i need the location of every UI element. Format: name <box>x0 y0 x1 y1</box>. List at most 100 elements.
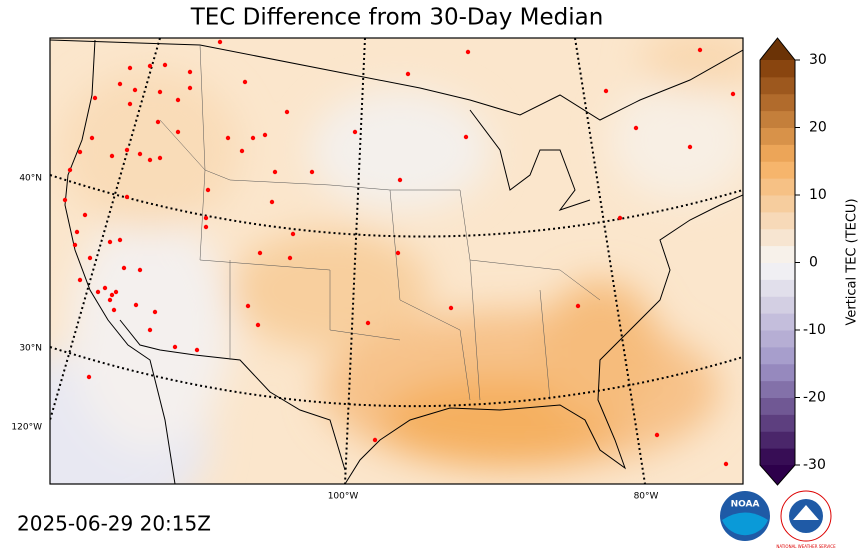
colorbar-tick-label: -10 <box>803 322 826 338</box>
station <box>284 109 290 115</box>
colorbar-band <box>760 127 795 145</box>
colorbar-band <box>760 228 795 247</box>
station <box>654 432 660 438</box>
station <box>242 79 248 85</box>
station <box>175 129 181 135</box>
colorbar-band <box>760 245 795 263</box>
station <box>603 88 609 94</box>
colorbar-band <box>760 448 795 466</box>
colorbar-tick-label: 20 <box>809 120 827 136</box>
station <box>365 320 371 326</box>
colorbar: 30 20 10 0 -10 -20 -30 <box>759 37 827 486</box>
station <box>395 250 401 256</box>
station <box>74 229 80 235</box>
station <box>172 344 178 350</box>
station <box>155 119 161 125</box>
colorbar-band <box>760 313 795 331</box>
station <box>124 194 130 200</box>
colorbar-band <box>760 296 795 314</box>
timestamp: 2025-06-29 20:15Z <box>17 512 211 536</box>
station <box>203 224 209 230</box>
lon-label: 80°W <box>634 492 659 502</box>
map <box>50 38 743 484</box>
map-frame <box>49 37 744 485</box>
station <box>405 71 411 77</box>
station <box>121 265 127 271</box>
station <box>127 101 133 107</box>
station <box>175 97 181 103</box>
station <box>67 167 73 173</box>
colorbar-tick-label: 30 <box>809 52 827 68</box>
stations <box>62 39 736 467</box>
station <box>309 169 315 175</box>
colorbar-band <box>760 397 795 415</box>
station <box>250 135 256 141</box>
station <box>697 47 703 53</box>
station <box>137 151 143 157</box>
station <box>82 212 88 218</box>
station <box>92 95 98 101</box>
station <box>633 125 639 131</box>
station <box>147 63 153 69</box>
station <box>137 267 143 273</box>
station <box>352 129 358 135</box>
colorbar-band <box>760 195 795 213</box>
station <box>147 157 153 163</box>
state-borders <box>159 44 601 401</box>
station <box>372 437 378 443</box>
station <box>147 327 153 333</box>
station <box>290 231 296 237</box>
colorbar-band <box>760 414 795 432</box>
station <box>157 155 163 161</box>
station <box>287 255 293 261</box>
coastlines <box>50 39 743 484</box>
station <box>132 87 138 93</box>
station <box>77 149 83 155</box>
station <box>95 289 101 295</box>
station <box>87 255 93 261</box>
station <box>205 187 211 193</box>
station <box>187 69 193 75</box>
station <box>111 307 117 313</box>
station <box>133 302 139 308</box>
lon-label: 120°W <box>11 423 42 433</box>
station <box>262 132 268 138</box>
colorbar-extend-top <box>760 38 795 60</box>
colorbar-band <box>760 431 795 449</box>
lon-label: 100°W <box>328 492 359 502</box>
noaa-text: NOAA <box>731 500 760 510</box>
lat-label: 30°N <box>19 344 42 354</box>
station <box>86 374 92 380</box>
station <box>465 49 471 55</box>
colorbar-band <box>760 161 795 179</box>
station <box>157 89 163 95</box>
colorbar-band <box>760 363 795 382</box>
station <box>463 134 469 140</box>
station <box>397 177 403 183</box>
colorbar-band <box>760 93 795 112</box>
station <box>194 347 200 353</box>
station <box>617 215 623 221</box>
station <box>225 135 231 141</box>
station <box>575 303 581 309</box>
nws-text: NATIONAL WEATHER SERVICE <box>776 544 836 549</box>
station <box>217 39 223 45</box>
colorbar-tick-label: 10 <box>809 187 827 203</box>
colorbar-band <box>760 211 795 230</box>
station <box>162 62 168 68</box>
station <box>102 285 108 291</box>
station <box>448 305 454 311</box>
station <box>107 297 113 303</box>
station <box>124 147 130 153</box>
nws-logo: NATIONAL WEATHER SERVICE <box>776 490 836 549</box>
station <box>730 91 736 97</box>
noaa-logo: NOAA <box>720 491 770 541</box>
station <box>62 197 68 203</box>
station <box>272 169 278 175</box>
station <box>152 309 158 315</box>
station <box>109 292 115 298</box>
station <box>203 215 209 221</box>
colorbar-extend-bottom <box>760 465 795 485</box>
colorbar-band <box>760 262 795 280</box>
